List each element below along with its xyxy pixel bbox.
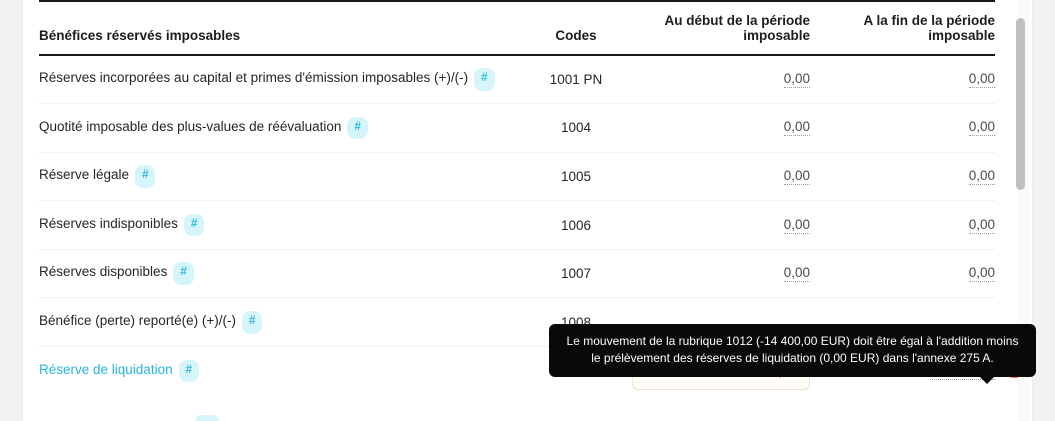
- row-label-cell: Réserves indisponibles #: [39, 201, 526, 250]
- row-value-start-cell: 0,00: [626, 55, 810, 104]
- column-header-period-start: Au début de la période imposable: [626, 1, 810, 55]
- row-value-end[interactable]: 0,00: [968, 71, 995, 89]
- row-value-start[interactable]: 0,00: [783, 71, 810, 89]
- validation-tooltip: Le mouvement de la rubrique 1012 (-14 40…: [549, 324, 1036, 384]
- row-value-start[interactable]: 0,00: [783, 216, 810, 234]
- column-header-period-start-line1: Au début de la période: [664, 13, 810, 28]
- table-body: Réserves incorporées au capital et prime…: [39, 55, 1026, 396]
- row-value-start[interactable]: 0,00: [783, 167, 810, 185]
- row-label-cell: Réserve légale #: [39, 152, 526, 201]
- table-header-row: Bénéfices réservés imposables Codes Au d…: [39, 1, 995, 55]
- reserves-table: Bénéfices réservés imposables Codes Au d…: [39, 0, 1026, 396]
- row-value-end-cell: 0,00: [810, 201, 995, 250]
- column-header-codes-text: Codes: [555, 28, 597, 43]
- table-row: Réserves indisponibles # 1006 0,00 0,00: [39, 201, 995, 250]
- hash-badge-icon[interactable]: #: [183, 213, 205, 237]
- row-value-end[interactable]: 0,00: [968, 167, 995, 185]
- column-header-period-end-line2: imposable: [928, 28, 995, 43]
- row-label-cell: Réserves incorporées au capital et prime…: [39, 55, 526, 104]
- row-value-end[interactable]: 0,00: [968, 119, 995, 137]
- validation-tooltip-line2: des réserves de liquidation (0,00 EUR) d…: [673, 351, 994, 365]
- hash-badge-icon[interactable]: #: [178, 359, 199, 383]
- column-header-codes: Codes: [526, 1, 626, 55]
- table-row: Réserves incorporées au capital et prime…: [39, 55, 995, 104]
- column-header-label: Bénéfices réservés imposables: [39, 1, 526, 55]
- row-value-end-cell: 0,00: [810, 55, 995, 104]
- row-label: Réserves incorporées au capital et prime…: [39, 70, 469, 86]
- row-value-end-cell: 0,00: [810, 249, 995, 298]
- row-value-end-cell: 0,00: [810, 152, 995, 201]
- row-label-cell: Quotité imposable des plus-values de réé…: [39, 104, 526, 153]
- row-value-end[interactable]: 0,00: [968, 216, 995, 234]
- row-code: 1005: [560, 168, 592, 184]
- row-value-start-cell: 0,00: [626, 249, 810, 298]
- hash-badge-icon-partial: [195, 415, 219, 421]
- table-row: Réserve légale # 1005 0,00 0,00: [39, 152, 995, 201]
- row-code: 1007: [560, 266, 592, 282]
- row-label-cell: Réserve de liquidation #: [39, 347, 526, 396]
- hash-badge-icon[interactable]: #: [173, 262, 194, 285]
- row-label-cell: Bénéfice (perte) reporté(e) (+)/(-) #: [39, 298, 526, 347]
- row-label: Réserves indisponibles: [39, 215, 178, 231]
- tooltip-arrow-icon: [979, 376, 995, 384]
- row-value-start[interactable]: 0,00: [783, 265, 810, 283]
- row-value-start[interactable]: 0,00: [783, 119, 810, 137]
- hash-badge-icon[interactable]: #: [474, 68, 495, 91]
- row-code: 1006: [560, 217, 592, 233]
- column-header-period-start-line2: imposable: [743, 28, 810, 43]
- row-label-link[interactable]: Réserve de liquidation: [39, 361, 173, 377]
- column-header-period-end: A la fin de la période imposable: [810, 1, 995, 55]
- reserves-table-container: Bénéfices réservés imposables Codes Au d…: [39, 0, 1026, 396]
- hash-badge-icon[interactable]: #: [241, 311, 263, 334]
- hash-badge-icon[interactable]: #: [347, 116, 368, 140]
- validation-tooltip-line1: Le mouvement de la rubrique 1012 (-14 40…: [566, 334, 1019, 365]
- column-header-label-text: Bénéfices réservés imposables: [39, 28, 241, 43]
- column-header-period-end-line1: A la fin de la période: [863, 13, 995, 28]
- content-sheet: Bénéfices réservés imposables Codes Au d…: [22, 0, 1033, 421]
- row-value-end-cell: 0,00: [810, 104, 995, 153]
- table-row: Quotité imposable des plus-values de réé…: [39, 104, 995, 153]
- row-value-start-cell: 0,00: [626, 201, 810, 250]
- row-value-end[interactable]: 0,00: [968, 265, 995, 283]
- table-header: Bénéfices réservés imposables Codes Au d…: [39, 1, 995, 55]
- vertical-scrollbar-track[interactable]: [1016, 0, 1029, 421]
- vertical-scrollbar-thumb[interactable]: [1016, 18, 1025, 190]
- row-value-start-cell: 0,00: [626, 104, 810, 153]
- row-label-cell: Réserves disponibles #: [39, 249, 526, 298]
- row-label: Réserve légale: [39, 167, 130, 183]
- row-code: 1001 PN: [549, 72, 603, 88]
- hash-badge-icon[interactable]: #: [135, 165, 156, 188]
- row-code: 1004: [560, 120, 592, 136]
- row-label: Quotité imposable des plus-values de réé…: [39, 118, 342, 134]
- row-label: Bénéfice (perte) reporté(e) (+)/(-): [39, 313, 236, 329]
- table-row: Réserves disponibles # 1007 0,00 0,00: [39, 249, 995, 298]
- row-value-start-cell: 0,00: [626, 152, 810, 201]
- row-label: Réserves disponibles: [39, 264, 168, 280]
